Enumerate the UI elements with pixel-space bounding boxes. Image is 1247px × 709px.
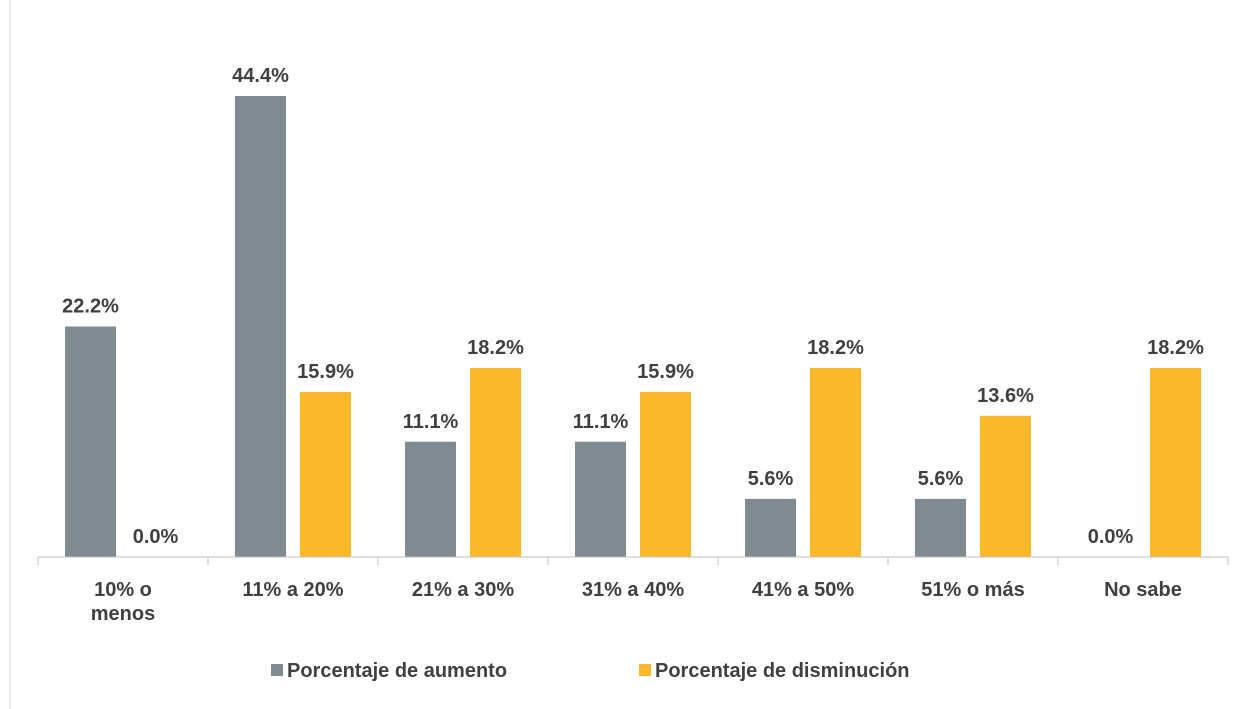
- data-label: 13.6%: [977, 385, 1034, 407]
- data-label: 44.4%: [232, 65, 289, 87]
- x-tick-label: 41% a 50%: [751, 579, 855, 601]
- bar: [65, 326, 116, 557]
- legend-label: Porcentaje de aumento: [287, 660, 507, 682]
- bar: [1150, 368, 1201, 557]
- bar: [810, 368, 861, 557]
- bar: [745, 498, 796, 557]
- data-label: 11.1%: [573, 411, 629, 433]
- legend-swatch: [271, 664, 283, 676]
- data-label: 18.2%: [1147, 337, 1204, 359]
- data-label: 15.9%: [297, 361, 354, 383]
- bar: [915, 498, 966, 557]
- data-label: 0.0%: [1088, 526, 1134, 548]
- x-tick-label: No sabe: [1104, 579, 1182, 601]
- bar: [235, 96, 286, 557]
- data-label: 22.2%: [62, 296, 119, 318]
- x-tick-label: 10% o menos: [90, 579, 156, 625]
- x-tick-label: 21% a 30%: [411, 579, 515, 601]
- x-tick-label: 51% o más: [921, 579, 1025, 601]
- x-tick-label: 11% a 20%: [242, 579, 344, 601]
- data-label: 5.6%: [918, 468, 964, 490]
- data-label: 18.2%: [807, 337, 864, 359]
- bar: [405, 441, 456, 557]
- bar: [640, 391, 691, 557]
- data-label: 0.0%: [133, 526, 179, 548]
- data-label: 11.1%: [403, 411, 459, 433]
- bar: [980, 415, 1031, 557]
- data-label: 15.9%: [637, 361, 694, 383]
- data-label: 5.6%: [748, 468, 794, 490]
- chart-border: [9, 0, 11, 709]
- x-tick-label: 31% a 40%: [581, 579, 685, 601]
- legend-swatch: [639, 664, 651, 676]
- bar: [300, 391, 351, 557]
- data-label: 18.2%: [467, 337, 524, 359]
- bar: [575, 441, 626, 557]
- legend-label: Porcentaje de disminución: [655, 660, 910, 682]
- bar: [470, 368, 521, 557]
